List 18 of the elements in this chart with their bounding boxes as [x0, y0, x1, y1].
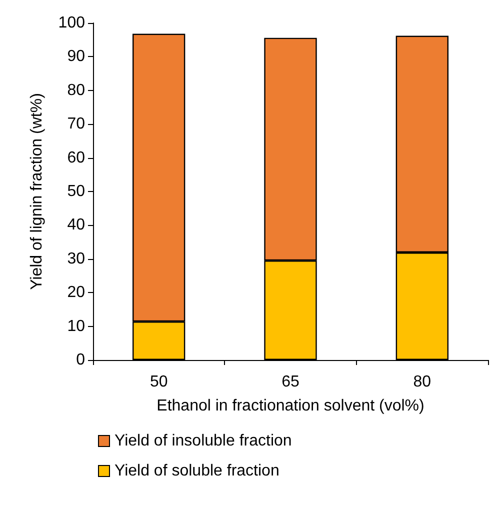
y-tick-label: 10 — [67, 318, 86, 335]
y-axis-title: Yield of lignin fraction (wt%) — [28, 93, 46, 290]
y-tick-label: 20 — [67, 284, 86, 302]
legend-label: Yield of soluble fraction — [114, 462, 280, 480]
y-tick-label: 40 — [67, 216, 86, 234]
x-tick-label: 65 — [282, 374, 300, 390]
x-axis-title: Ethanol in fractionation solvent (vol%) — [156, 398, 424, 414]
y-tick-label: 50 — [67, 183, 86, 200]
y-tick-label: 100 — [58, 14, 86, 32]
x-tick-label: 50 — [150, 374, 168, 390]
legend-label: Yield of insoluble fraction — [114, 432, 292, 450]
y-tick-label: 30 — [67, 250, 86, 268]
x-tick-label: 80 — [413, 374, 432, 390]
y-tick-label: 0 — [76, 352, 86, 368]
y-tick-label: 80 — [67, 82, 86, 99]
y-tick-label: 70 — [67, 116, 86, 133]
y-tick-label: 60 — [67, 149, 86, 166]
y-tick-label: 90 — [67, 48, 86, 66]
